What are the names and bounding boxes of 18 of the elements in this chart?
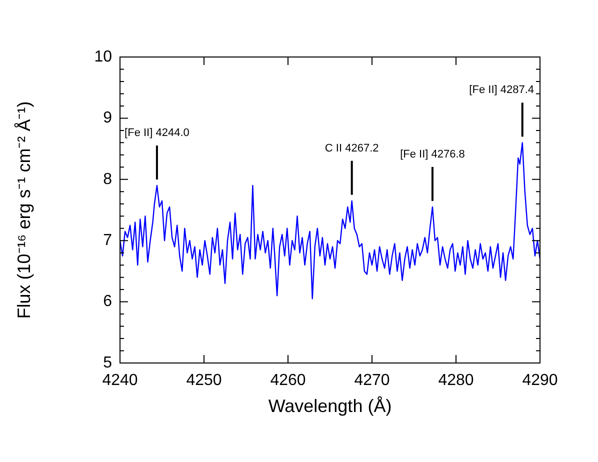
x-tick-label: 4290 xyxy=(522,372,558,390)
y-axis-title: Flux (10⁻¹⁶ erg s⁻¹ cm⁻² Å⁻¹) xyxy=(14,101,34,319)
x-tick-label: 4240 xyxy=(102,372,138,390)
y-tick-label: 9 xyxy=(103,110,112,127)
y-tick-label: 8 xyxy=(103,170,112,188)
x-tick-label: 4280 xyxy=(438,372,474,390)
annotation: [Fe II] 4244.0 xyxy=(124,127,190,140)
x-axis-title: Wavelength (Å) xyxy=(268,396,392,416)
annotation: C II 4267.2 xyxy=(324,142,379,154)
y-tick-label: 5 xyxy=(103,354,112,372)
y-tick-label: 7 xyxy=(103,232,112,250)
x-tick-label: 4270 xyxy=(354,372,390,390)
annotation: [Fe II] 4276.8 xyxy=(400,148,465,160)
x-tick-label: 4260 xyxy=(270,372,306,390)
annotation: [Fe II] 4287.4 xyxy=(469,84,534,96)
y-tick-label: 6 xyxy=(103,293,112,310)
y-tick-label: 10 xyxy=(94,48,112,66)
x-tick-label: 4250 xyxy=(186,372,222,390)
